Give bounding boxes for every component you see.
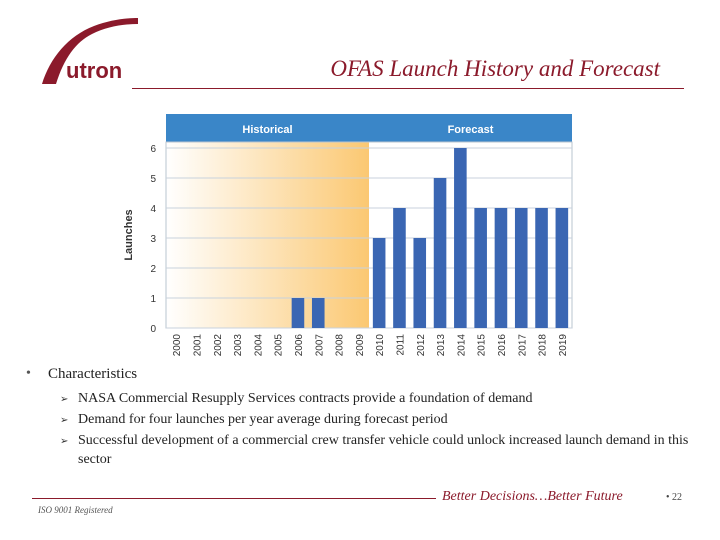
bar: [535, 208, 548, 328]
slide-title: OFAS Launch History and Forecast: [330, 56, 660, 81]
y-tick-label: 4: [150, 204, 156, 215]
characteristics-section: • Characteristics ➢ NASA Commercial Resup…: [22, 366, 702, 471]
bar: [393, 208, 406, 328]
x-tick-label: 2011: [395, 334, 406, 356]
bar: [474, 208, 487, 328]
footer-slogan: Better Decisions…Better Future: [442, 489, 623, 504]
footer-divider: [32, 498, 436, 499]
x-tick-label: 2016: [497, 334, 508, 357]
y-tick-label: 1: [150, 294, 156, 305]
bar: [413, 238, 427, 328]
x-tick-label: 2004: [253, 334, 264, 357]
page-separator: •: [666, 492, 670, 503]
y-tick-label: 0: [150, 324, 156, 335]
sub-bullet-text: Successful development of a commercial c…: [78, 433, 689, 467]
bar: [454, 148, 467, 328]
historical-band: [166, 142, 369, 328]
futron-logo: utron: [42, 18, 138, 84]
bar: [555, 208, 569, 328]
arrow-bullet-icon: ➢: [60, 415, 69, 426]
iso-registration: ISO 9001 Registered: [38, 505, 113, 515]
title-divider: [132, 88, 684, 89]
main-bullet: • Characteristics: [22, 366, 702, 383]
sub-bullet-list: ➢ NASA Commercial Resupply Services contr…: [22, 389, 702, 469]
y-axis-label: Launches: [123, 209, 135, 260]
main-bullet-text: Characteristics: [48, 366, 138, 382]
x-tick-label: 2002: [213, 334, 224, 357]
x-tick-label: 2018: [538, 334, 549, 357]
bar: [514, 208, 528, 328]
page-number: • 22: [666, 492, 682, 503]
x-tick-label: 2005: [274, 334, 285, 357]
period-header-bar: [166, 114, 572, 142]
bullet-marker: •: [26, 366, 31, 381]
x-tick-label: 2006: [294, 334, 305, 357]
launch-chart: Historical Forecast 0 1 2 3 4 5 6 Launches 2000 200…: [123, 114, 573, 357]
x-tick-label: 2000: [172, 334, 183, 357]
x-tick-label: 2008: [335, 334, 346, 357]
bar: [291, 298, 305, 328]
x-tick-label: 2015: [477, 334, 488, 357]
sub-bullet-text: NASA Commercial Resupply Services contra…: [78, 391, 533, 406]
sub-bullet-text: Demand for four launches per year averag…: [78, 412, 448, 427]
arrow-bullet-icon: ➢: [60, 394, 69, 405]
bar: [433, 178, 447, 328]
x-tick-label: 2013: [436, 334, 447, 357]
x-tick-label: 2007: [314, 334, 325, 357]
bar: [494, 208, 508, 328]
bar: [311, 298, 325, 328]
y-tick-label: 2: [150, 264, 156, 275]
arrow-bullet-icon: ➢: [60, 436, 69, 447]
x-tick-label: 2017: [517, 334, 528, 357]
x-tick-label: 2019: [558, 334, 569, 357]
logo-swoosh-icon: [42, 18, 138, 84]
logo-text: utron: [66, 58, 122, 83]
x-tick-label: 2010: [375, 334, 386, 357]
x-tick-label: 2009: [355, 334, 366, 357]
x-tick-label: 2014: [456, 334, 467, 357]
sub-bullet-item: ➢ Successful development of a commercial …: [22, 431, 702, 469]
x-tick-label: 2001: [192, 334, 203, 357]
y-tick-label: 3: [150, 234, 156, 245]
sub-bullet-item: ➢ NASA Commercial Resupply Services contr…: [22, 389, 702, 408]
y-tick-label: 6: [150, 144, 156, 155]
page-number-value: 22: [672, 492, 683, 503]
bar: [372, 238, 386, 328]
x-tick-label: 2003: [233, 334, 244, 357]
y-tick-label: 5: [150, 174, 156, 185]
period-label: Forecast: [448, 124, 494, 136]
period-label: Historical: [242, 124, 292, 136]
sub-bullet-item: ➢ Demand for four launches per year avera…: [22, 410, 702, 429]
x-tick-label: 2012: [416, 334, 427, 357]
